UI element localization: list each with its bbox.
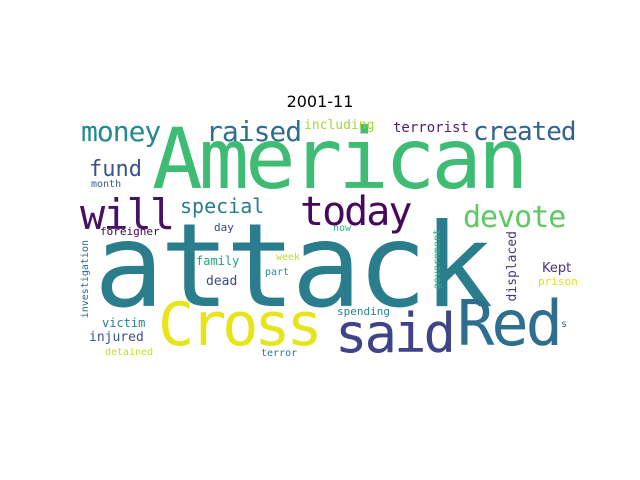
word-month: month — [91, 179, 122, 190]
word-s: s — [561, 319, 568, 330]
word-created: created — [473, 117, 577, 147]
word-government: government — [432, 229, 443, 290]
word-devote: devote — [463, 200, 566, 235]
word-cloud: attack American Cross said Red will toda… — [80, 110, 578, 367]
word-kept: Kept — [542, 261, 572, 276]
word-including: including — [304, 118, 375, 133]
word-red: Red — [457, 287, 563, 360]
word-displaced: displaced — [505, 231, 520, 302]
word-will: will — [80, 190, 175, 239]
chart-title: 2001-11 — [286, 92, 354, 111]
word-american: American — [152, 110, 529, 208]
word-now: now — [333, 223, 352, 234]
word-detained: detained — [105, 347, 154, 358]
word-cross: Cross — [158, 290, 323, 360]
word-raised: raised — [206, 115, 302, 148]
word-day: day — [214, 221, 234, 234]
word-family: family — [196, 254, 240, 268]
word-today: today — [300, 189, 412, 235]
word-attack: attack — [94, 199, 493, 334]
word-terror: terror — [261, 348, 298, 359]
word-fund: fund — [89, 157, 142, 182]
word-said: said — [335, 302, 456, 365]
word-investigation: investigation — [80, 240, 91, 319]
word-injured: injured — [89, 330, 144, 345]
word-prison: prison — [538, 275, 578, 288]
word-spending: spending — [337, 305, 390, 318]
word-victim: victim — [102, 316, 146, 330]
word-money: money — [81, 115, 161, 148]
word-special: special — [180, 194, 265, 218]
word-week: week — [276, 252, 301, 263]
word-terrorist: terrorist — [393, 120, 469, 136]
word-foreigner: foreigner — [100, 225, 160, 238]
word-part: part — [265, 267, 290, 278]
word-dead: dead — [206, 274, 238, 289]
